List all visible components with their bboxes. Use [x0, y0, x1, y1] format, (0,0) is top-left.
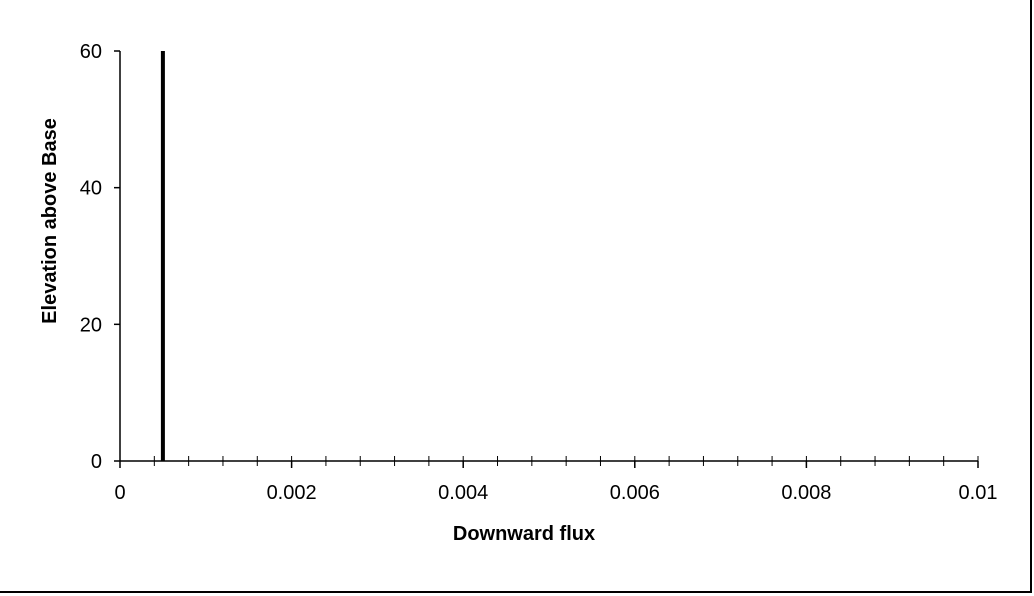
- x-tick-label: 0.006: [610, 482, 660, 504]
- x-axis-title: Downward flux: [453, 523, 595, 545]
- x-tick-label: 0.004: [438, 482, 488, 504]
- y-tick-label: 0: [91, 451, 102, 473]
- y-tick-label: 40: [80, 178, 102, 200]
- y-ticks: [114, 50, 120, 462]
- x-tick-labels: 0 0.002 0.004 0.006 0.008 0.01: [114, 482, 997, 504]
- x-major-ticks: [119, 461, 979, 468]
- x-tick-label: 0.002: [267, 482, 317, 504]
- x-tick-label: 0.01: [959, 482, 998, 504]
- x-tick-label: 0: [114, 482, 125, 504]
- y-axis-title: Elevation above Base: [39, 118, 61, 324]
- y-tick-label: 20: [80, 314, 102, 336]
- y-tick-label: 60: [80, 41, 102, 63]
- x-tick-label: 0.008: [781, 482, 831, 504]
- y-tick-labels: 0 20 40 60: [80, 41, 102, 473]
